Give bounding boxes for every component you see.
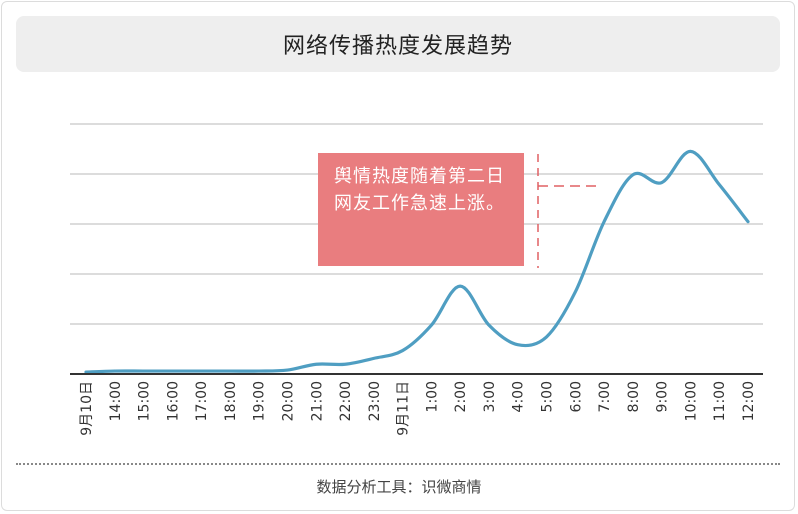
data-point (401, 349, 405, 353)
data-point (545, 335, 549, 339)
data-point (631, 173, 635, 177)
data-point (660, 181, 664, 185)
footer-divider (16, 463, 780, 465)
x-tick-label: 12:00 (741, 381, 757, 421)
x-tick-label: 21:00 (309, 381, 325, 421)
data-point (516, 343, 520, 347)
data-point (228, 369, 232, 373)
chart-title: 网络传播热度发展趋势 (282, 34, 513, 59)
x-tick-label: 22:00 (338, 381, 354, 421)
x-tick-label: 9:00 (655, 381, 671, 412)
x-tick-label: 11:00 (712, 381, 728, 421)
x-tick-label: 5:00 (540, 381, 556, 412)
x-tick-label: 9月11日 (396, 381, 412, 436)
data-point (458, 284, 462, 288)
data-point (199, 369, 203, 373)
x-tick-label: 19:00 (252, 381, 268, 421)
x-tick-label: 3:00 (482, 381, 498, 412)
data-point (746, 220, 750, 224)
source-text: 数据分析工具：识微商情 (316, 478, 482, 496)
annotation-text: 舆情热度随着第二日网友工作急速上涨。 (334, 166, 505, 214)
x-tick-label: 1:00 (424, 381, 440, 412)
annotation-box: 舆情热度随着第二日网友工作急速上涨。 (318, 153, 524, 266)
data-point (602, 220, 606, 224)
data-point (113, 369, 117, 373)
data-point (429, 323, 433, 327)
x-tick-label: 17:00 (194, 381, 210, 421)
x-tick-label: 14:00 (108, 381, 124, 421)
x-tick-label: 4:00 (511, 381, 527, 412)
data-point (372, 356, 376, 360)
x-tick-label: 15:00 (137, 381, 153, 421)
x-tick-label: 7:00 (597, 381, 613, 412)
x-tick-label: 9月10日 (79, 381, 95, 436)
data-point (257, 369, 261, 373)
x-tick-label: 16:00 (165, 381, 181, 421)
data-point (314, 362, 318, 366)
data-point (170, 369, 174, 373)
title-bar: 网络传播热度发展趋势 (16, 16, 780, 72)
x-tick-label: 10:00 (683, 381, 699, 421)
data-point (285, 368, 289, 372)
data-point (717, 183, 721, 187)
data-point (487, 323, 491, 327)
x-tick-label: 18:00 (223, 381, 239, 421)
data-point (343, 362, 347, 366)
x-tick-label: 6:00 (568, 381, 584, 412)
data-point (688, 149, 692, 153)
x-tick-label: 8:00 (626, 381, 642, 412)
x-tick-label: 2:00 (453, 381, 469, 412)
x-tick-label: 23:00 (367, 381, 383, 421)
series-line (84, 149, 750, 374)
data-point (573, 290, 577, 294)
data-point (142, 369, 146, 373)
x-tick-label: 20:00 (280, 381, 296, 421)
